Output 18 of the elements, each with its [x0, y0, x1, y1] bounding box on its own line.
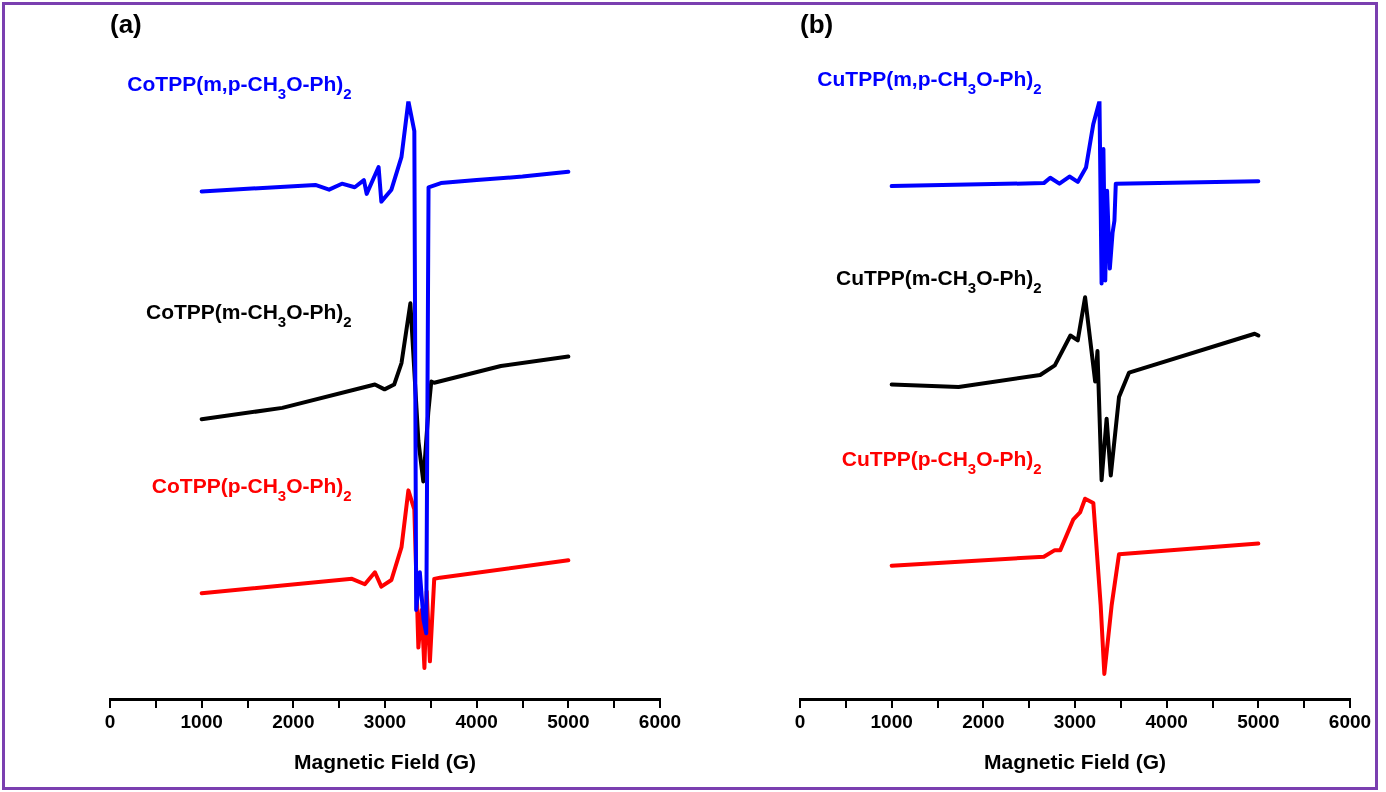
- x-tick-label: 0: [794, 710, 806, 732]
- chart-title: (a): [110, 8, 142, 39]
- x-tick-label: 0: [104, 710, 116, 732]
- x-tick-label: 2000: [962, 710, 1005, 732]
- x-tick-label: 3000: [1053, 710, 1097, 732]
- x-tick-label: 5000: [1237, 710, 1280, 732]
- x-tick-label: 4000: [1145, 710, 1188, 732]
- x-tick-label: 4000: [455, 710, 498, 732]
- x-tick-label: 6000: [638, 710, 682, 732]
- x-axis-title: Magnetic Field (G): [983, 750, 1167, 774]
- x-axis-title: Magnetic Field (G): [293, 750, 477, 774]
- x-tick-label: 5000: [547, 710, 590, 732]
- x-tick-label: 2000: [272, 710, 315, 732]
- x-tick-label: 1000: [870, 710, 913, 732]
- chart-title: (b): [800, 8, 834, 39]
- x-tick-label: 3000: [363, 710, 407, 732]
- x-tick-label: 6000: [1328, 710, 1372, 732]
- x-tick-label: 1000: [180, 710, 223, 732]
